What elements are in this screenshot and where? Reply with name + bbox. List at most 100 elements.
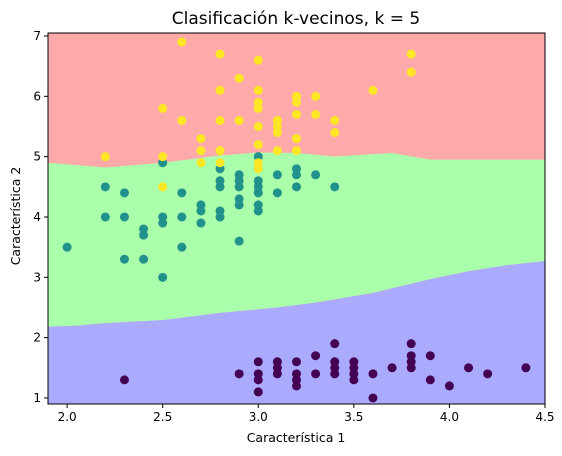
y-tick-label: 6: [33, 89, 41, 103]
data-point: [196, 146, 206, 156]
data-point: [253, 200, 263, 210]
data-point: [292, 182, 301, 192]
x-tick-label: 2.0: [58, 410, 77, 424]
region-bottom: [48, 261, 545, 404]
data-point: [253, 55, 263, 65]
data-point: [272, 188, 282, 198]
x-tick-label: 4.5: [535, 410, 554, 424]
data-point: [196, 218, 206, 228]
data-point: [406, 49, 416, 59]
data-point: [234, 73, 244, 83]
data-point: [253, 387, 263, 397]
data-point: [406, 339, 416, 349]
data-point: [234, 194, 244, 204]
data-point: [158, 103, 168, 113]
data-point: [253, 176, 263, 186]
data-point: [311, 170, 321, 180]
data-point: [139, 224, 149, 234]
data-point: [215, 146, 225, 156]
data-point: [272, 357, 282, 367]
data-point: [119, 188, 129, 198]
data-point: [158, 182, 168, 192]
data-point: [234, 369, 244, 379]
data-point: [215, 176, 225, 186]
data-point: [119, 254, 129, 264]
data-point: [387, 363, 397, 373]
y-tick-label: 5: [33, 150, 41, 164]
data-point: [292, 109, 301, 119]
data-point: [311, 351, 321, 361]
data-point: [196, 158, 206, 168]
data-point: [215, 85, 225, 95]
data-point: [100, 182, 110, 192]
data-point: [311, 109, 321, 119]
plot-area: [47, 32, 546, 405]
data-point: [215, 49, 225, 59]
data-point: [100, 152, 110, 162]
data-point: [119, 212, 129, 222]
data-point: [253, 140, 263, 150]
x-tick-label: 3.0: [249, 410, 268, 424]
data-point: [330, 357, 340, 367]
data-point: [158, 152, 168, 162]
data-point: [253, 97, 263, 107]
region-middle: [48, 152, 545, 327]
data-point: [177, 115, 187, 125]
data-point: [292, 369, 301, 379]
data-point: [177, 242, 187, 252]
data-point: [330, 182, 340, 192]
y-axis-ticks: 1 2 3 4 5 6 7: [33, 29, 48, 405]
data-point: [62, 242, 72, 252]
data-point: [311, 91, 321, 101]
data-point: [330, 128, 340, 138]
data-point: [425, 375, 435, 385]
x-tick-label: 3.5: [344, 410, 363, 424]
data-point: [483, 369, 493, 379]
x-tick-label: 2.5: [153, 410, 172, 424]
data-point: [406, 351, 416, 361]
y-tick-label: 7: [33, 29, 41, 43]
x-axis-label: Característica 1: [247, 430, 346, 445]
data-point: [272, 170, 282, 180]
data-point: [272, 115, 282, 125]
data-point: [215, 115, 225, 125]
data-point: [425, 351, 435, 361]
data-point: [177, 188, 187, 198]
data-point: [100, 212, 110, 222]
data-point: [444, 381, 454, 391]
plot-frame: [47, 32, 546, 405]
data-point: [196, 134, 206, 144]
data-point: [368, 393, 378, 403]
scatter-points: [62, 37, 531, 403]
data-point: [139, 254, 149, 264]
data-point: [292, 134, 301, 144]
data-point: [406, 67, 416, 77]
data-point: [158, 212, 168, 222]
data-point: [253, 357, 263, 367]
y-tick-label: 1: [33, 391, 41, 405]
data-point: [234, 115, 244, 125]
data-point: [253, 85, 263, 95]
y-axis-label: Característica 2: [8, 167, 23, 266]
data-point: [177, 212, 187, 222]
data-point: [292, 91, 301, 101]
data-point: [215, 206, 225, 216]
data-point: [464, 363, 474, 373]
data-point: [253, 158, 263, 168]
data-point: [196, 200, 206, 210]
data-point: [253, 122, 263, 132]
data-point: [119, 375, 129, 385]
data-point: [368, 85, 378, 95]
data-point: [272, 146, 282, 156]
chart-title: Clasificación k-vecinos, k = 5: [172, 9, 420, 29]
data-point: [292, 146, 301, 156]
data-point: [521, 363, 531, 373]
x-axis-ticks: 2.0 2.5 3.0 3.5 4.0 4.5: [58, 404, 555, 424]
data-point: [234, 170, 244, 180]
data-point: [292, 357, 301, 367]
data-point: [177, 37, 187, 47]
data-point: [158, 272, 168, 282]
data-point: [234, 236, 244, 246]
data-point: [349, 357, 359, 367]
